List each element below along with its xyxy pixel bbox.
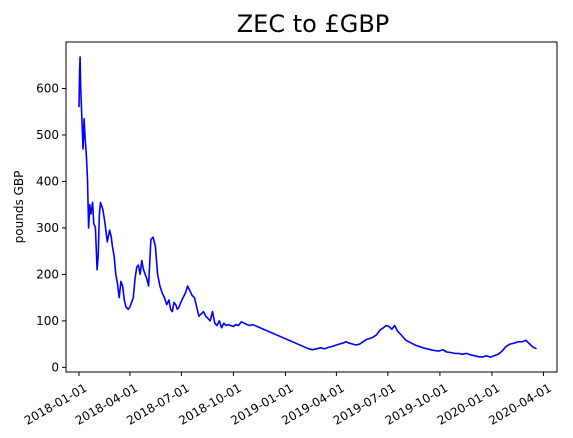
plot-area	[66, 42, 557, 372]
x-axis-ticks: 2018-01-012018-04-012018-07-012018-10-01…	[22, 372, 554, 428]
chart-title: ZEC to £GBP	[237, 10, 390, 38]
y-tick-label: 300	[36, 221, 59, 235]
y-tick-label: 0	[51, 360, 59, 374]
y-axis-ticks: 0 100 200 300 400 500 600	[36, 81, 66, 374]
y-tick-label: 400	[36, 174, 59, 188]
y-tick-label: 600	[36, 81, 59, 95]
y-tick-label: 500	[36, 128, 59, 142]
y-tick-label: 200	[36, 267, 59, 281]
y-tick-label: 100	[36, 314, 59, 328]
y-axis-label: pounds GBP	[12, 171, 26, 244]
